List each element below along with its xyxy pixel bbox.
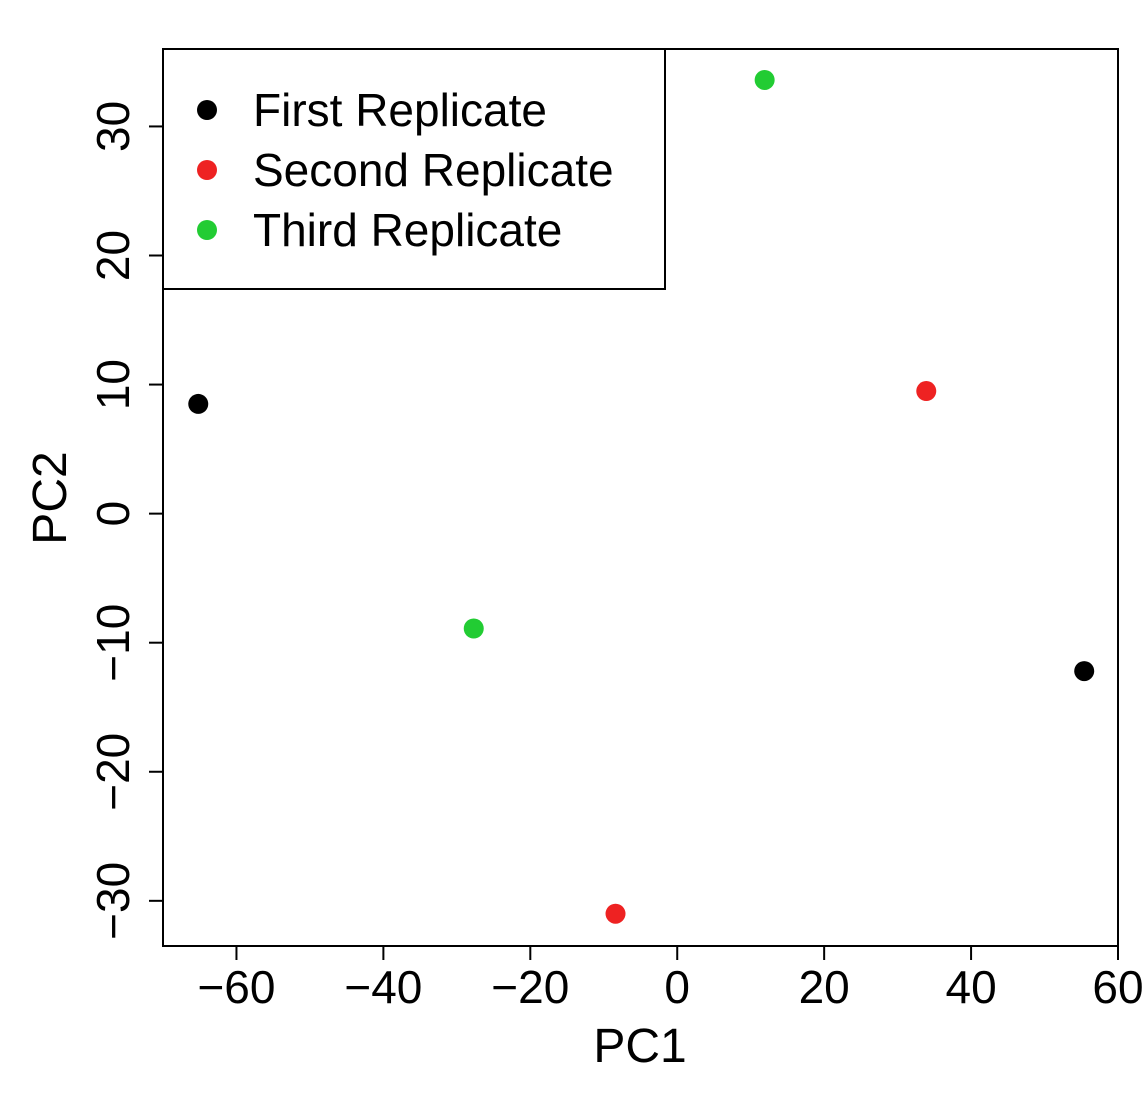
legend-label-series-3: Third Replicate [253, 204, 562, 256]
y-tick-label: −20 [87, 733, 139, 811]
legend-label-series-1: First Replicate [253, 84, 547, 136]
x-tick-label: −60 [197, 961, 275, 1013]
y-axis-title: PC2 [24, 451, 77, 544]
data-point-series-3 [754, 69, 775, 90]
data-point-series-2 [605, 903, 626, 924]
x-tick-label: 40 [945, 961, 996, 1013]
x-tick-label: 60 [1092, 961, 1143, 1013]
legend-label-series-2: Second Replicate [253, 144, 614, 196]
y-tick-label: 0 [87, 501, 139, 527]
legend-marker-series-1 [197, 100, 217, 120]
x-tick-label: −40 [344, 961, 422, 1013]
y-tick-label: −10 [87, 604, 139, 682]
data-point-series-3 [463, 618, 484, 639]
x-axis: −60 −40 −20 0 20 40 60 [197, 946, 1144, 1013]
y-tick-label: 30 [87, 101, 139, 152]
x-tick-label: 20 [799, 961, 850, 1013]
legend-marker-series-3 [197, 220, 217, 240]
x-tick-label: −20 [491, 961, 569, 1013]
y-tick-label: 10 [87, 359, 139, 410]
data-point-series-2 [916, 381, 937, 402]
y-tick-label: 20 [87, 230, 139, 281]
y-tick-label: −30 [87, 862, 139, 940]
x-axis-title: PC1 [593, 1020, 686, 1073]
data-point-series-1 [188, 393, 209, 414]
legend-marker-series-2 [197, 160, 217, 180]
data-point-series-1 [1074, 661, 1095, 682]
legend: First Replicate Second Replicate Third Rep… [162, 48, 666, 290]
legend-box [162, 48, 666, 290]
x-tick-label: 0 [664, 961, 690, 1013]
data-points [188, 69, 1095, 924]
y-axis: −30 −20 −10 0 10 20 30 [87, 101, 163, 940]
